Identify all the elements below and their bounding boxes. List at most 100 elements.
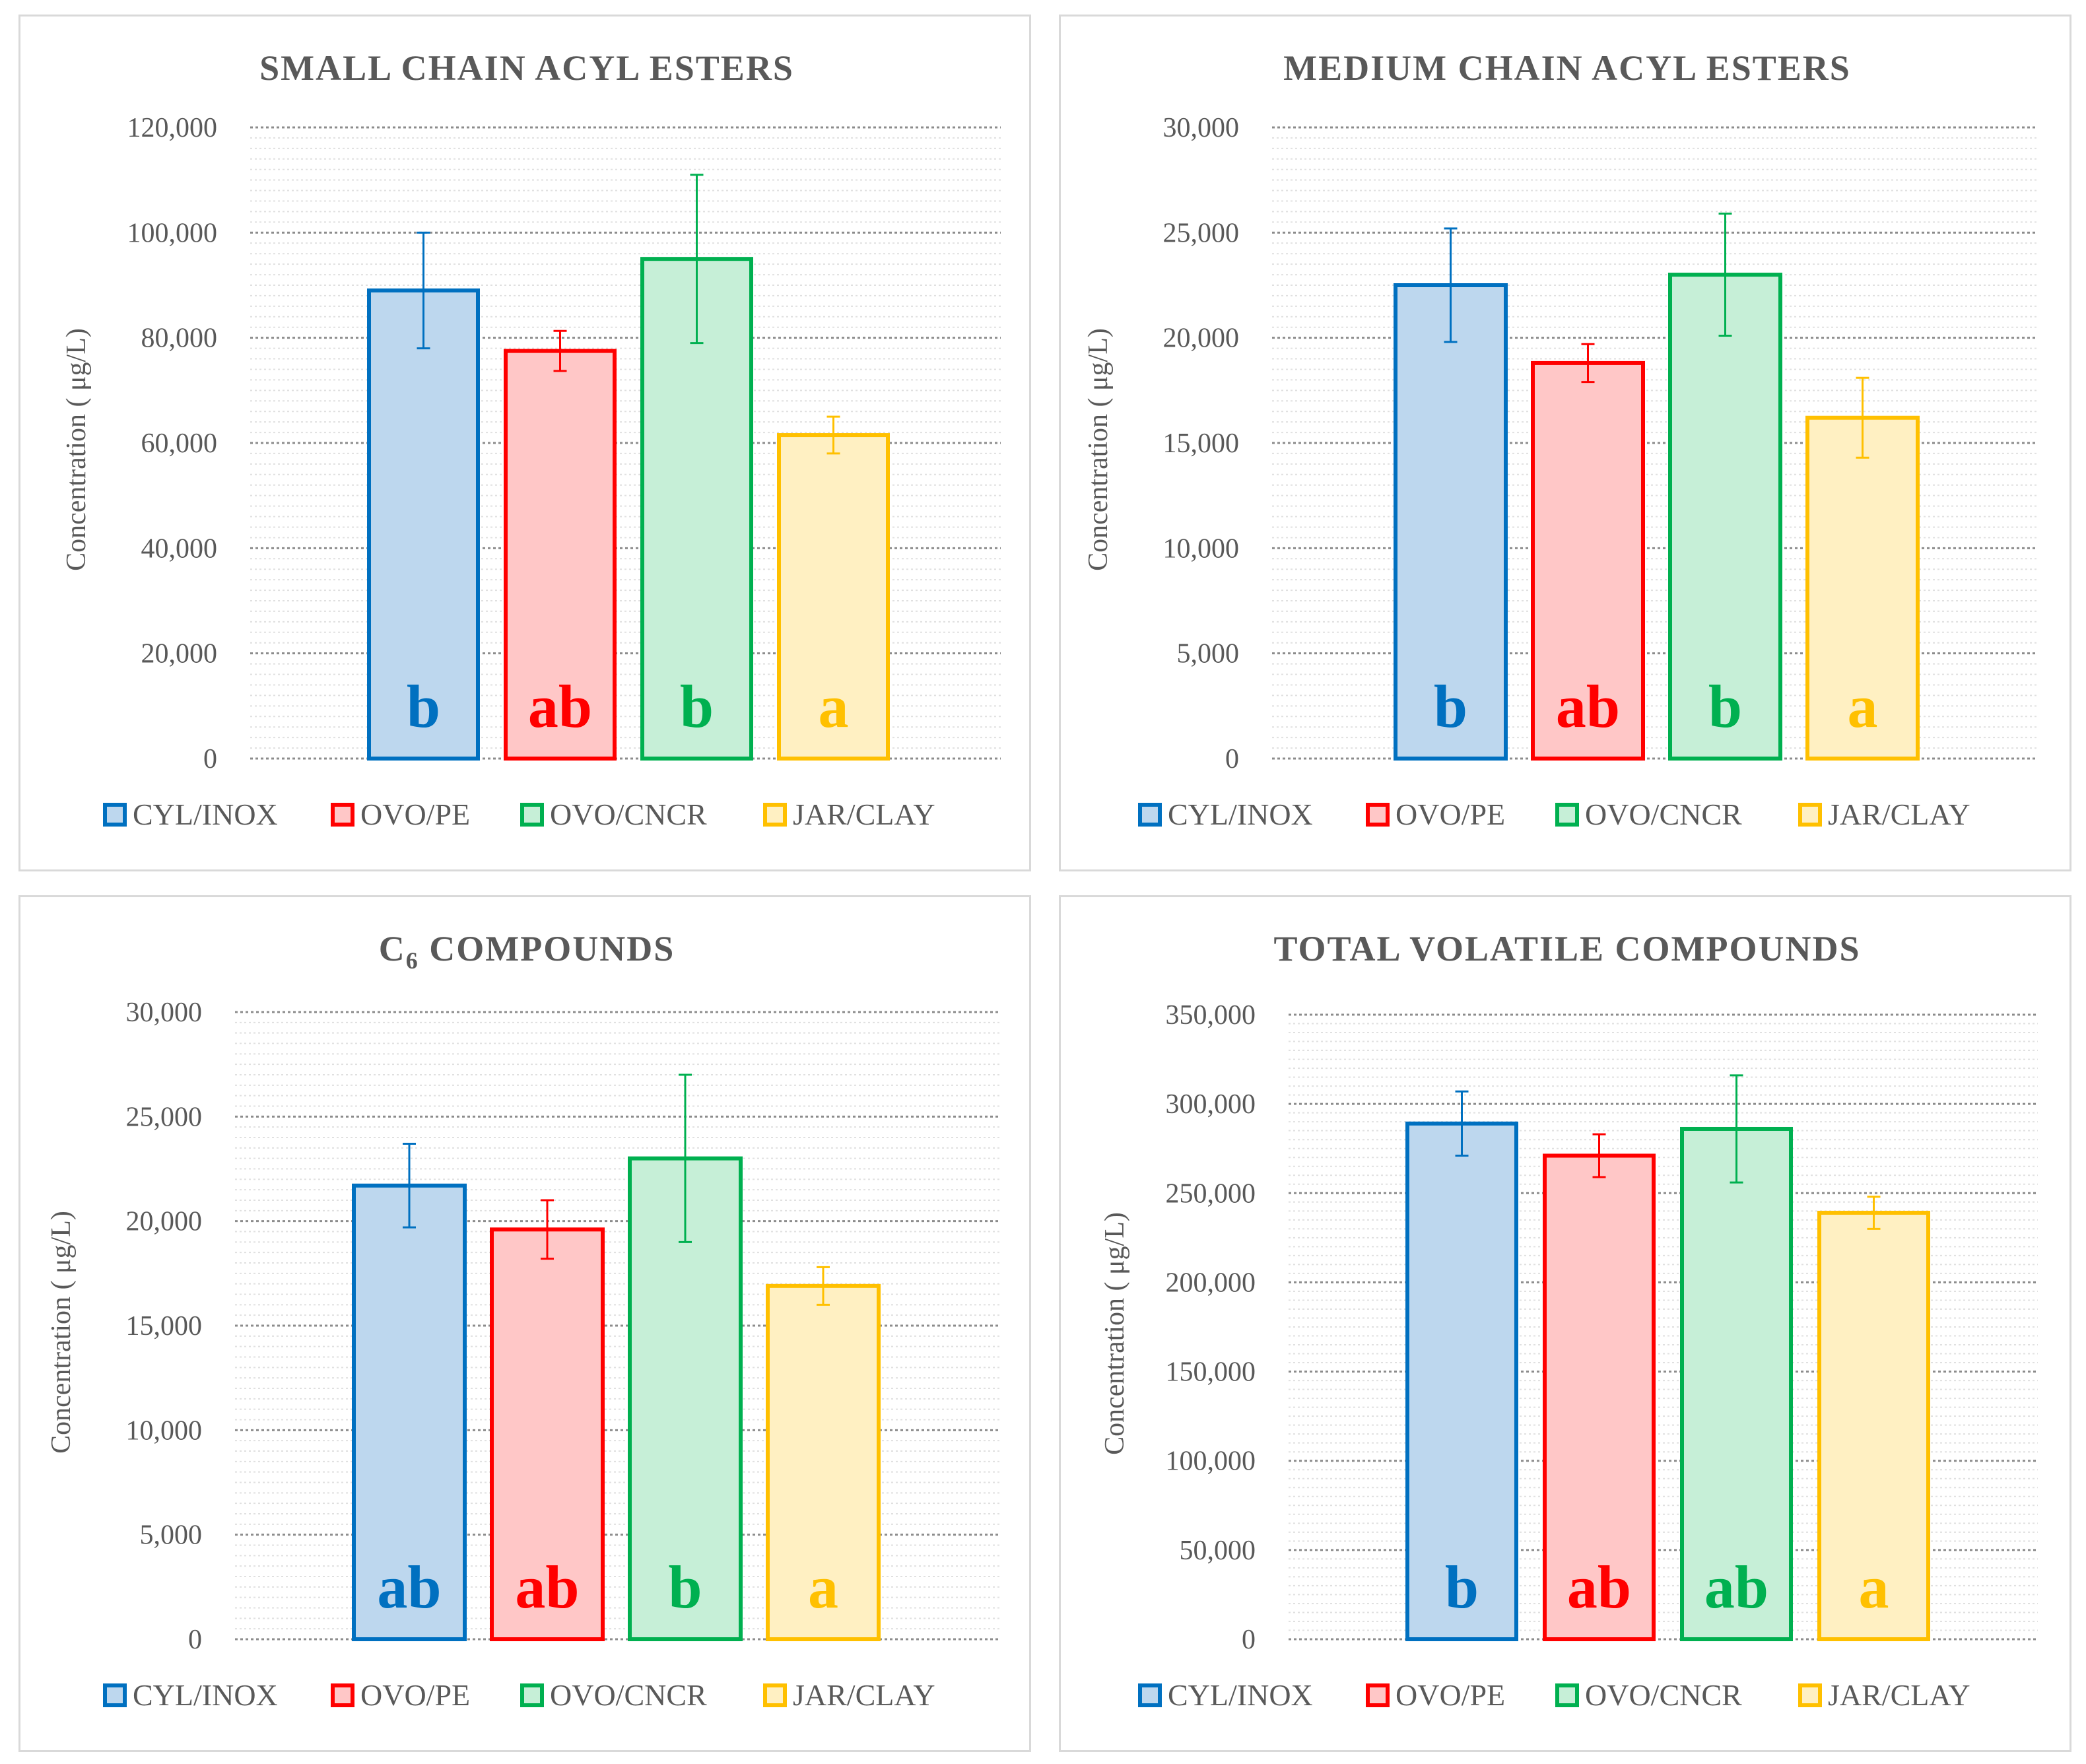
bar-ovo-pe — [1543, 1153, 1656, 1642]
legend-swatch — [763, 1683, 787, 1707]
legend-label: JAR/CLAY — [793, 1678, 935, 1712]
bar-cyl-inox — [1405, 1121, 1518, 1642]
y-tick-label: 20,000 — [1163, 323, 1240, 354]
significance-letter: ab — [515, 1553, 579, 1621]
y-tick-label: 100,000 — [127, 218, 218, 248]
significance-letter: b — [668, 1553, 702, 1621]
significance-letter: ab — [1704, 1553, 1768, 1621]
y-tick-label: 10,000 — [1163, 533, 1240, 564]
legend-swatch — [103, 1683, 127, 1707]
y-axis-label: Concentration ( μg/L) — [1100, 1212, 1130, 1455]
legend-label: OVO/PE — [360, 797, 470, 831]
y-tick-label: 5,000 — [1177, 639, 1240, 669]
bar-ovo-pe — [490, 1227, 605, 1642]
chart-c6-compounds: C6 COMPOUNDS 0 5,000 10,000 15,000 20,000 25,0… — [46, 929, 1001, 1712]
chart-panel-c6: C6 COMPOUNDS 0 5,000 10,000 15,000 20,000 25,0… — [18, 895, 1031, 1752]
bar-cyl-inox — [367, 288, 480, 761]
bar-ovo-pe — [1531, 360, 1645, 761]
legend-label: CYL/INOX — [1168, 797, 1313, 831]
chart-total-volatile-compounds: TOTAL VOLATILE COMPOUNDS 0 50,000 100,000 15… — [1100, 929, 2038, 1712]
y-tick-label: 40,000 — [141, 533, 218, 564]
y-tick-label: 30,000 — [126, 998, 203, 1028]
significance-letter: b — [407, 673, 440, 740]
bar-cyl-inox — [352, 1183, 467, 1642]
y-axis-label: Concentration ( μg/L) — [46, 1211, 77, 1454]
y-tick-label: 10,000 — [126, 1415, 203, 1446]
y-tick-label: 30,000 — [1163, 113, 1240, 143]
bar-jar-clay — [1817, 1211, 1930, 1641]
y-tick-label: 0 — [1242, 1625, 1256, 1655]
legend-swatch — [1138, 1683, 1162, 1707]
y-tick-label: 15,000 — [126, 1311, 203, 1341]
significance-letter: ab — [1556, 673, 1620, 740]
y-tick-label: 20,000 — [141, 639, 218, 669]
y-tick-label: 20,000 — [126, 1207, 203, 1237]
legend-label: JAR/CLAY — [793, 797, 935, 831]
y-axis-label: Concentration ( μg/L) — [1083, 328, 1114, 571]
bar-jar-clay — [766, 1283, 881, 1641]
y-tick-label: 5,000 — [140, 1520, 203, 1551]
chart-panel-medium-chain: MEDIUM CHAIN ACYL ESTERS 0 5,000 10,000 15,0… — [1059, 15, 2071, 871]
legend-label: CYL/INOX — [133, 797, 278, 831]
y-tick-label: 0 — [188, 1625, 202, 1655]
legend-label: OVO/CNCR — [550, 797, 707, 831]
y-tick-label: 0 — [203, 744, 217, 774]
legend-label: OVO/CNCR — [1585, 797, 1742, 831]
significance-letter: a — [1859, 1553, 1889, 1621]
legend-label: OVO/PE — [1396, 1678, 1505, 1712]
legend-swatch — [520, 1683, 544, 1707]
y-tick-label: 25,000 — [126, 1102, 203, 1132]
chart-title: MEDIUM CHAIN ACYL ESTERS — [1283, 48, 1851, 88]
y-tick-label: 120,000 — [127, 113, 218, 143]
y-axis-label: Concentration ( μg/L) — [61, 328, 92, 571]
y-tick-label: 350,000 — [1166, 1000, 1256, 1031]
y-tick-label: 0 — [1225, 744, 1239, 774]
chart-panel-total-volatile: TOTAL VOLATILE COMPOUNDS 0 50,000 100,000 15… — [1059, 895, 2071, 1752]
legend-label: JAR/CLAY — [1828, 1678, 1970, 1712]
chart-medium-chain-acyl-esters: MEDIUM CHAIN ACYL ESTERS 0 5,000 10,000 15,0… — [1083, 48, 2038, 831]
legend-swatch — [763, 803, 787, 827]
significance-letter: b — [1445, 1553, 1479, 1621]
bar-jar-clay — [777, 433, 890, 761]
legend-swatch — [1555, 803, 1579, 827]
legend-swatch — [1798, 1683, 1822, 1707]
y-tick-label: 25,000 — [1163, 218, 1240, 248]
significance-letter: ab — [1567, 1553, 1631, 1621]
y-tick-label: 250,000 — [1166, 1178, 1256, 1209]
bar-ovo-pe — [504, 349, 617, 761]
significance-letter: a — [1848, 673, 1878, 740]
legend-swatch — [1555, 1683, 1579, 1707]
chart-title: C6 COMPOUNDS — [379, 929, 675, 974]
legend-swatch — [331, 1683, 354, 1707]
bar-jar-clay — [1805, 415, 1920, 761]
legend-label: OVO/PE — [1396, 797, 1505, 831]
significance-letter: a — [808, 1553, 838, 1621]
significance-letter: ab — [377, 1553, 441, 1621]
legend-label: OVO/PE — [360, 1678, 470, 1712]
y-tick-label: 80,000 — [141, 323, 218, 354]
y-tick-label: 100,000 — [1166, 1446, 1256, 1477]
significance-letter: b — [1434, 673, 1467, 740]
legend-swatch — [1798, 803, 1822, 827]
legend-label: CYL/INOX — [133, 1678, 278, 1712]
chart-title: TOTAL VOLATILE COMPOUNDS — [1273, 929, 1860, 968]
legend-swatch — [1366, 1683, 1390, 1707]
legend-swatch — [520, 803, 544, 827]
significance-letter: a — [819, 673, 849, 740]
y-tick-label: 15,000 — [1163, 428, 1240, 459]
legend-swatch — [103, 803, 127, 827]
legend-swatch — [331, 803, 354, 827]
legend-label: JAR/CLAY — [1828, 797, 1970, 831]
legend-label: OVO/CNCR — [1585, 1678, 1742, 1712]
chart-small-chain-acyl-esters: SMALL CHAIN ACYL ESTERS 0 20,000 40,000 60,0… — [61, 48, 1001, 831]
y-tick-label: 60,000 — [141, 428, 218, 459]
significance-letter: b — [1708, 673, 1742, 740]
y-tick-label: 50,000 — [1180, 1536, 1256, 1566]
significance-letter: ab — [528, 673, 592, 740]
legend-swatch — [1138, 803, 1162, 827]
legend-swatch — [1366, 803, 1390, 827]
chart-panel-small-chain: SMALL CHAIN ACYL ESTERS 0 20,000 40,000 60,0… — [18, 15, 1031, 871]
bar-ovo-cncr — [1680, 1126, 1793, 1641]
y-tick-label: 200,000 — [1166, 1268, 1256, 1298]
significance-letter: b — [680, 673, 714, 740]
